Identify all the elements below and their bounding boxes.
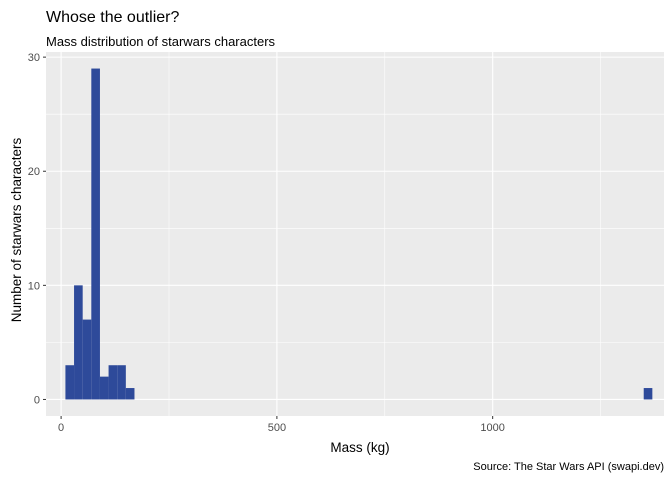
histogram-bar [82,319,92,400]
histogram-bar [117,365,126,400]
minor-gridlines [46,52,664,416]
x-axis-title: Mass (kg) [330,440,389,455]
histogram-bars [65,68,653,400]
y-tick-label: 30 [28,52,40,64]
plot-panel [46,52,664,416]
major-gridlines [46,52,664,416]
chart-subtitle: Mass distribution of starwars characters [46,34,276,49]
histogram-bar [125,388,135,400]
y-axis: 0 10 20 30 [28,52,46,406]
x-axis: 0 500 1000 [58,416,505,434]
y-axis-title: Number of starwars characters [9,137,24,322]
histogram-bar [65,365,75,400]
y-tick-label: 0 [34,394,40,406]
histogram-bar [99,376,109,400]
chart-caption: Source: The Star Wars API (swapi.dev) [473,461,664,473]
histogram-bar [643,388,653,400]
y-tick-label: 20 [28,166,40,178]
histogram-bar [91,68,100,400]
x-tick-label: 1000 [480,422,504,434]
chart-title: Whose the outlier? [46,9,180,26]
x-tick-label: 0 [58,422,64,434]
histogram-bar [74,285,83,400]
x-tick-label: 500 [268,422,286,434]
y-tick-label: 10 [28,280,40,292]
histogram-bar [108,365,118,400]
